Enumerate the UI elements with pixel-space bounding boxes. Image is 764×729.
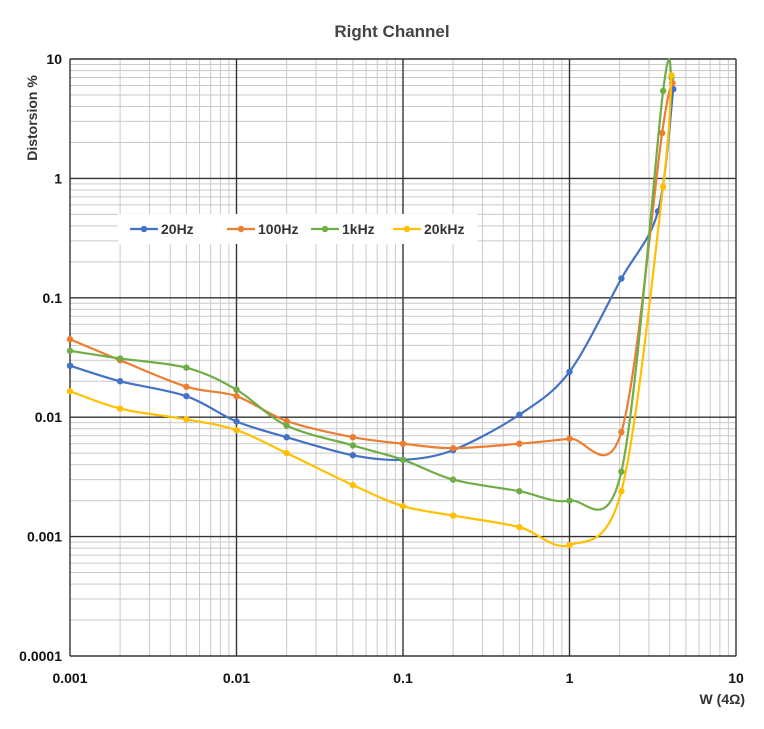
data-point-20hz (516, 411, 523, 418)
legend-item-20hz: 20Hz (130, 221, 194, 237)
data-point-1khz (66, 347, 74, 354)
x-tick-label: 10 (728, 670, 744, 686)
data-point-1khz (116, 355, 124, 362)
legend-label: 100Hz (258, 221, 298, 237)
data-point-20khz (399, 502, 407, 510)
data-point-1khz (399, 456, 407, 463)
data-point-100hz (349, 433, 357, 441)
y-tick-label: 0.01 (35, 409, 62, 425)
data-point-20khz (116, 405, 124, 412)
legend-marker (321, 225, 329, 233)
data-point-20khz (349, 481, 357, 489)
data-point-20hz (183, 392, 190, 400)
data-point-1khz (659, 87, 667, 95)
x-axis-label: W (4Ω) (700, 691, 745, 707)
data-point-1khz (566, 497, 573, 504)
legend-label: 20Hz (161, 221, 194, 237)
series-1khz (66, 58, 675, 511)
data-point-20khz (668, 72, 675, 79)
y-tick-label: 0.0001 (19, 648, 62, 664)
data-point-100hz (283, 417, 290, 425)
data-point-20hz (233, 418, 240, 425)
x-tick-label: 0.001 (52, 670, 87, 686)
data-point-20khz (283, 449, 290, 457)
legend-marker (237, 225, 245, 233)
data-point-100hz (399, 440, 407, 447)
data-point-1khz (618, 468, 625, 475)
data-point-20hz (283, 433, 290, 441)
y-axis-label: Distorsion % (24, 75, 40, 161)
data-point-100hz (566, 435, 573, 442)
y-tick-label: 1 (54, 170, 62, 186)
data-point-20hz (618, 275, 625, 282)
data-point-20khz (233, 426, 240, 434)
data-point-20khz (618, 488, 625, 495)
x-tick-label: 0.1 (393, 670, 413, 686)
legend-marker (140, 225, 148, 233)
series-20khz (66, 72, 675, 549)
plot-series (66, 58, 677, 549)
y-tick-label: 0.001 (27, 529, 62, 545)
y-tick-label: 0.1 (43, 290, 63, 306)
grid (69, 58, 737, 657)
data-point-1khz (449, 476, 457, 483)
x-tick-label: 1 (566, 670, 574, 686)
data-point-100hz (233, 392, 240, 400)
data-point-20khz (66, 388, 74, 395)
y-tick-label: 10 (46, 51, 62, 67)
data-point-20hz (566, 368, 573, 376)
data-point-20khz (566, 541, 573, 549)
data-point-1khz (349, 442, 357, 449)
data-point-100hz (516, 440, 523, 447)
x-tick-label: 0.01 (223, 670, 250, 686)
data-point-100hz (449, 445, 457, 452)
data-point-100hz (183, 383, 190, 390)
data-point-20khz (449, 512, 457, 519)
data-point-100hz (66, 336, 74, 343)
series-line-20khz (69, 75, 673, 548)
data-point-20hz (116, 378, 124, 385)
data-point-100hz (618, 428, 625, 436)
legend-item-100hz: 100Hz (227, 221, 298, 237)
data-point-1khz (516, 488, 523, 495)
data-point-1khz (283, 422, 290, 429)
data-point-20khz (516, 523, 523, 531)
data-point-20khz (183, 416, 190, 423)
legend-label: 1kHz (342, 221, 375, 237)
data-point-20hz (66, 362, 74, 369)
data-point-100hz (658, 129, 666, 137)
data-point-20khz (659, 183, 667, 191)
chart-title: Right Channel (334, 22, 449, 41)
legend-item-20khz: 20kHz (393, 221, 464, 237)
tick-labels: 0.001 0.01 0.1 1 10 10 1 0.1 0.01 0.001 0.0001 (19, 51, 744, 686)
data-point-1khz (183, 364, 190, 371)
legend-marker (403, 225, 411, 233)
legend: 20Hz 100Hz 1kHz 20kHz (118, 214, 478, 244)
legend-label: 20kHz (424, 221, 464, 237)
data-point-1khz (233, 386, 240, 393)
legend-item-1khz: 1kHz (311, 221, 375, 237)
data-point-20hz (349, 452, 357, 459)
